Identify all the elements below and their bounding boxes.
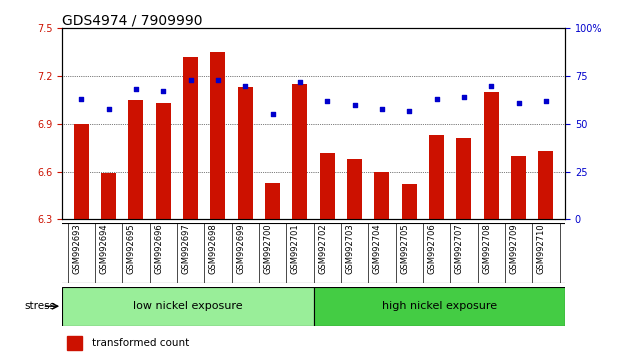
Text: GSM992698: GSM992698: [209, 223, 218, 274]
Point: [131, 87, 141, 92]
Text: GSM992705: GSM992705: [401, 223, 409, 274]
Bar: [211, 52, 225, 219]
Bar: [183, 57, 198, 219]
Point: [459, 94, 469, 100]
Bar: [484, 92, 499, 219]
Text: GDS4974 / 7909990: GDS4974 / 7909990: [62, 13, 202, 27]
Text: GSM992710: GSM992710: [537, 223, 546, 274]
Point: [350, 102, 360, 108]
Text: GSM992709: GSM992709: [510, 223, 519, 274]
Text: GSM992702: GSM992702: [319, 223, 327, 274]
Point: [268, 112, 278, 117]
Bar: [374, 172, 389, 219]
Bar: [67, 336, 82, 350]
Point: [186, 77, 196, 83]
Text: GSM992703: GSM992703: [346, 223, 355, 274]
Text: GSM992699: GSM992699: [236, 223, 245, 274]
Text: GSM992706: GSM992706: [428, 223, 437, 274]
Text: transformed count: transformed count: [93, 338, 189, 348]
Bar: [347, 159, 362, 219]
Bar: [429, 135, 444, 219]
Bar: [402, 184, 417, 219]
Text: stress: stress: [25, 301, 56, 311]
Text: high nickel exposure: high nickel exposure: [382, 301, 497, 311]
Bar: [538, 151, 553, 219]
Bar: [129, 100, 143, 219]
Text: GSM992694: GSM992694: [99, 223, 109, 274]
Point: [432, 96, 442, 102]
Bar: [156, 103, 171, 219]
Point: [486, 83, 496, 88]
Point: [104, 106, 114, 112]
Bar: [292, 84, 307, 219]
Bar: [101, 173, 116, 219]
Point: [377, 106, 387, 112]
Text: GSM992708: GSM992708: [483, 223, 491, 274]
Bar: [74, 124, 89, 219]
Point: [322, 98, 332, 104]
Bar: [511, 156, 526, 219]
Point: [213, 77, 223, 83]
Bar: [265, 183, 280, 219]
Point: [514, 100, 524, 106]
Point: [158, 88, 168, 94]
Bar: [314, 287, 565, 326]
Text: low nickel exposure: low nickel exposure: [133, 301, 243, 311]
Text: GSM992696: GSM992696: [154, 223, 163, 274]
Point: [541, 98, 551, 104]
Text: GSM992704: GSM992704: [373, 223, 382, 274]
Point: [76, 96, 86, 102]
Point: [240, 83, 250, 88]
Text: GSM992701: GSM992701: [291, 223, 300, 274]
Text: GSM992700: GSM992700: [263, 223, 273, 274]
Text: GSM992695: GSM992695: [127, 223, 136, 274]
Bar: [320, 153, 335, 219]
Bar: [456, 138, 471, 219]
Text: GSM992693: GSM992693: [72, 223, 81, 274]
Point: [404, 108, 414, 113]
Text: GSM992707: GSM992707: [455, 223, 464, 274]
Point: [295, 79, 305, 85]
Text: GSM992697: GSM992697: [181, 223, 191, 274]
Bar: [238, 87, 253, 219]
Bar: [62, 287, 314, 326]
